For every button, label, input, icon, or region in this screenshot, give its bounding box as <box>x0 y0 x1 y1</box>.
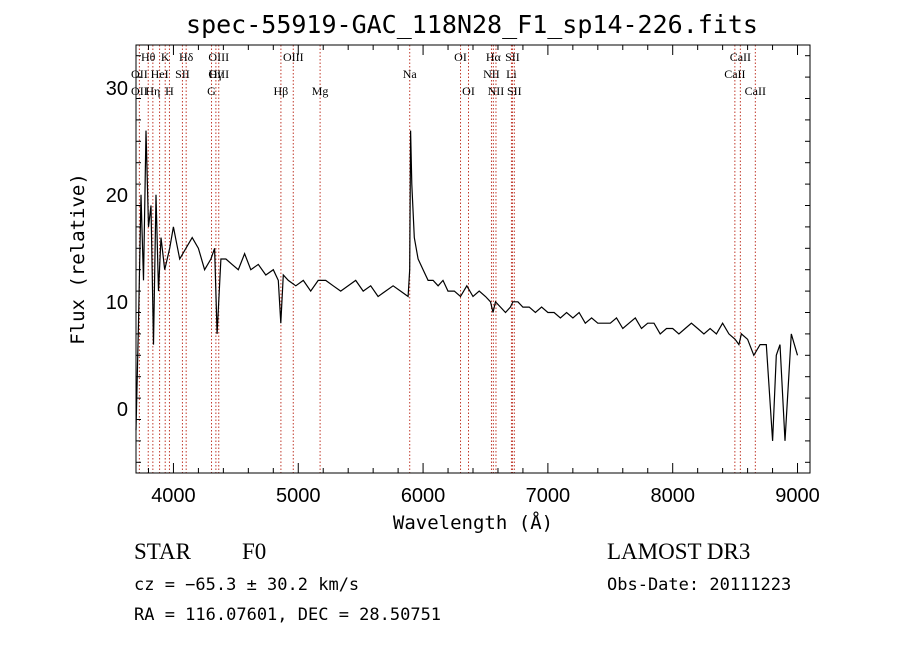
y-axis-label: Flux (relative) <box>67 173 89 345</box>
x-axis-label: Wavelength (Å) <box>393 511 553 534</box>
y-tick-label: 20 <box>106 185 128 207</box>
spectral-line-label: OIII <box>208 67 229 81</box>
spectral-line-label: G <box>207 84 216 98</box>
object-class: STAR <box>134 539 192 564</box>
spectral-line-markers <box>138 45 756 473</box>
plot-frame <box>135 44 811 474</box>
chart-title: spec-55919-GAC_118N28_F1_sp14-226.fits <box>186 10 758 39</box>
x-tick-label: 4000 <box>151 485 196 507</box>
spectral-line-label: Mg <box>312 84 329 98</box>
coordinates: RA = 116.07601, DEC = 28.50751 <box>134 605 441 625</box>
spectral-line-label: NII <box>483 67 500 81</box>
spectral-line-label: CaII <box>724 67 745 81</box>
spectral-line-label: OII <box>131 84 148 98</box>
survey-name: LAMOST DR3 <box>607 539 750 564</box>
y-tick-label: 30 <box>106 78 128 100</box>
spectral-line-label: NII <box>488 84 505 98</box>
x-tick-label: 5000 <box>276 485 321 507</box>
y-tick-label: 10 <box>106 292 128 314</box>
spectral-line-label: OII <box>131 67 148 81</box>
x-tick-label: 8000 <box>650 485 695 507</box>
x-axis-ticks: 4000 5000 6000 7000 8000 9000 <box>147 45 820 507</box>
spectral-line-label: OI <box>462 84 475 98</box>
spectral-line-label: CaII <box>745 84 766 98</box>
spectral-line-label: K <box>161 50 170 64</box>
object-subclass: F0 <box>242 539 266 564</box>
spectral-line-label: CaII <box>730 50 751 64</box>
y-tick-label: 0 <box>117 399 128 421</box>
spectral-line-label: Hθ <box>141 50 156 64</box>
spectral-line-label: Na <box>403 67 418 81</box>
x-tick-label: 6000 <box>401 485 446 507</box>
spectral-line-label: OI <box>454 50 467 64</box>
redshift-readout: cz = −65.3 ± 30.2 km/s <box>134 575 359 595</box>
spectral-line-label: SII <box>175 67 190 81</box>
spectral-line-label: SII <box>507 84 522 98</box>
x-tick-label: 7000 <box>526 485 571 507</box>
spectral-line-label: OIII <box>208 50 229 64</box>
spectral-line-label: Hα <box>486 50 502 64</box>
spectral-line-label: Hγ <box>209 67 224 81</box>
spectral-line-label: OIII <box>283 50 304 64</box>
spectral-line-label: Li <box>506 67 517 81</box>
spectral-line-label: Hη <box>145 84 160 98</box>
spectral-line-label: SII <box>505 50 520 64</box>
spectral-line-label: H <box>165 84 174 98</box>
spectrum-series-line <box>135 130 799 441</box>
spectral-line-label: Hβ <box>274 84 289 98</box>
obs-date: Obs-Date: 20111223 <box>607 575 791 595</box>
spectral-line-label: HeI <box>151 67 169 81</box>
y-axis-ticks: 0 10 20 30 <box>106 55 810 463</box>
spectral-line-label: Hδ <box>179 50 194 64</box>
x-tick-label: 9000 <box>775 485 820 507</box>
